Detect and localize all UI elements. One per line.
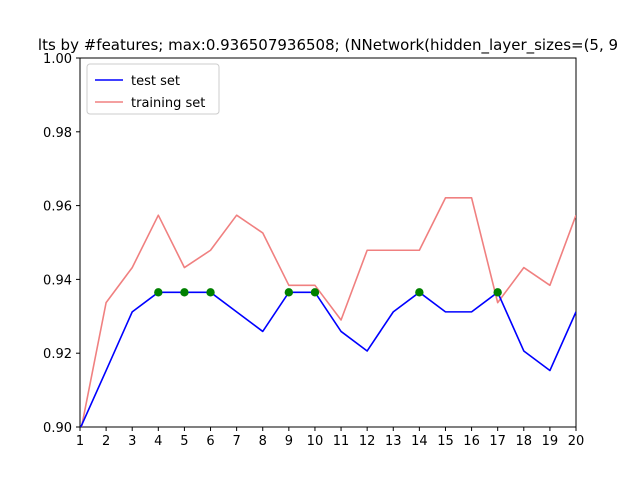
x-tick-label: 5 [180, 434, 188, 449]
x-tick-label: 9 [285, 434, 293, 449]
best-marker-point [284, 288, 294, 297]
y-tick-label: 0.96 [43, 200, 72, 215]
x-tick-label: 17 [489, 434, 506, 449]
x-tick-label: 16 [463, 434, 480, 449]
x-tick-label: 20 [568, 434, 585, 449]
x-tick-label: 12 [359, 434, 376, 449]
best-marker-point [310, 288, 320, 297]
x-tick-label: 13 [385, 434, 402, 449]
axes-frame [79, 57, 577, 428]
best-marker-point [180, 288, 189, 297]
x-tick-label: 15 [437, 434, 454, 449]
best-marker-point [493, 288, 502, 297]
chart-title: lts by #features; max:0.936507936508; (N… [38, 36, 618, 55]
x-tick-label: 6 [206, 434, 214, 449]
x-tick-label: 4 [154, 434, 162, 449]
legend-label: test set [131, 74, 180, 89]
best-marker-point [206, 288, 215, 297]
x-axis: 1 2 3 4 5 6 7 8 9 10 11 12 13 14 15 16 17 18 19 20 [76, 427, 584, 449]
best-marker-point [154, 288, 163, 297]
plot-area [79, 57, 577, 428]
y-tick-label: 0.92 [43, 347, 72, 362]
x-tick-label: 8 [259, 434, 267, 449]
best-marker-point [415, 288, 424, 297]
x-tick-label: 14 [411, 434, 428, 449]
series-line-test-set [80, 291, 576, 427]
series-line-training-set [80, 197, 576, 427]
y-tick-label: 0.98 [43, 126, 72, 141]
legend: test set training set [86, 63, 220, 115]
x-tick-label: 19 [542, 434, 559, 449]
x-tick-label: 1 [76, 434, 84, 449]
y-axis: 0.90 0.92 0.94 0.96 0.98 1.00 [43, 52, 80, 436]
legend-label: training set [131, 96, 205, 111]
x-tick-label: 3 [128, 434, 136, 449]
marker-layer [154, 288, 502, 297]
series-layer [80, 197, 576, 427]
x-tick-label: 11 [333, 434, 350, 449]
y-tick-label: 0.94 [43, 273, 72, 288]
y-tick-label: 1.00 [43, 52, 72, 67]
y-tick-label: 0.90 [43, 421, 72, 436]
x-tick-label: 2 [102, 434, 110, 449]
x-tick-label: 7 [232, 434, 240, 449]
x-tick-label: 18 [516, 434, 533, 449]
x-tick-label: 10 [307, 434, 324, 449]
